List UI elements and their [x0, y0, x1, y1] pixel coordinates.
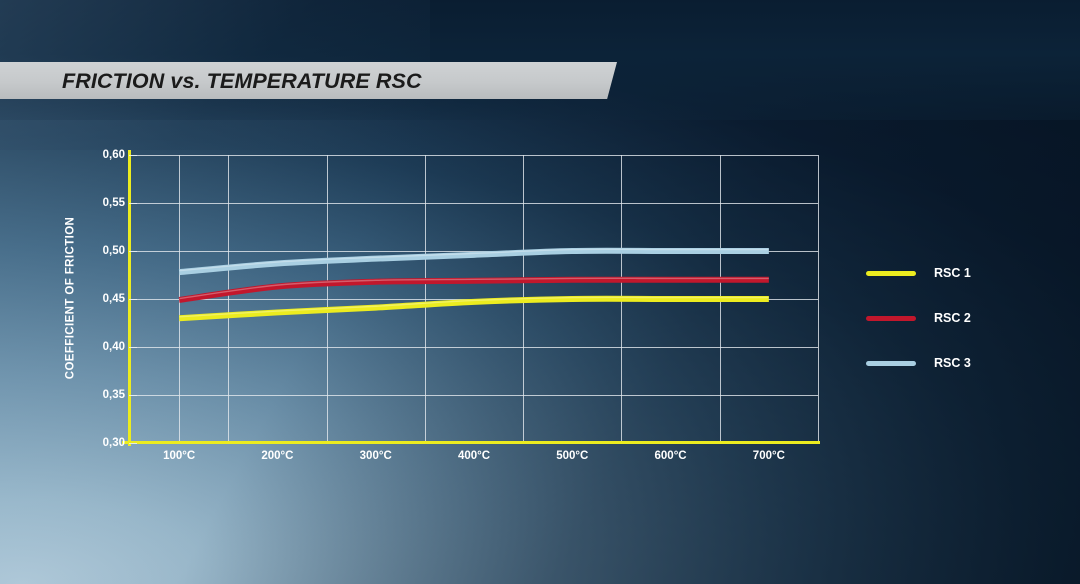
gridline-vertical	[424, 155, 426, 443]
series-rsc-1	[178, 295, 769, 322]
gridline-vertical	[818, 155, 819, 443]
y-tick-label: 0,35	[102, 389, 125, 401]
gridline-horizontal	[130, 347, 818, 348]
y-tick-label: 0,45	[102, 293, 125, 305]
y-tick-mark	[129, 299, 137, 300]
y-tick-label: 0,55	[102, 197, 125, 209]
legend-label: RSC 3	[934, 356, 971, 370]
legend-swatch	[866, 270, 916, 276]
legend-item[interactable]: RSC 2	[866, 303, 1056, 333]
y-tick-mark	[129, 203, 137, 204]
legend-item[interactable]: RSC 1	[866, 258, 1056, 288]
title-banner	[0, 62, 617, 99]
x-tick-label: 100°C	[163, 450, 196, 462]
y-axis-line	[128, 150, 131, 446]
series-rsc-3	[178, 247, 769, 276]
y-tick-mark	[129, 251, 137, 252]
legend-label: RSC 1	[934, 266, 971, 280]
gridline-horizontal	[130, 251, 818, 252]
y-tick-mark	[129, 155, 137, 156]
y-tick-label: 0,60	[102, 149, 125, 161]
series-highlight	[179, 248, 769, 272]
y-tick-mark	[129, 347, 137, 348]
series-line	[178, 247, 769, 276]
legend-item[interactable]: RSC 3	[866, 348, 1056, 378]
y-tick-label: 0,50	[102, 245, 125, 257]
y-tick-label: 0,40	[102, 341, 125, 353]
x-axis-line	[122, 441, 820, 444]
y-tick-label: 0,30	[102, 437, 125, 449]
y-tick-mark	[129, 443, 137, 444]
gridline-horizontal	[130, 155, 818, 156]
legend-swatch	[866, 360, 916, 366]
series-highlight	[179, 277, 769, 300]
x-tick-label: 600°C	[654, 450, 687, 462]
legend-label: RSC 2	[934, 311, 971, 325]
series-line	[178, 276, 769, 303]
y-tick-mark	[129, 395, 137, 396]
gridline-vertical	[228, 155, 230, 443]
series-rsc-2	[178, 276, 769, 303]
page-title: FRICTION vs. TEMPERATURE RSC	[62, 69, 422, 93]
legend-swatch	[866, 315, 916, 321]
y-axis-tick-labels: 0,60 0,55 0,50 0,45 0,40 0,35 0,30	[92, 0, 137, 584]
legend: RSC 1 RSC 2 RSC 3	[866, 258, 1056, 393]
gridline-horizontal	[130, 395, 818, 396]
x-tick-label: 500°C	[556, 450, 589, 462]
x-tick-label: 300°C	[359, 450, 392, 462]
gridline-horizontal	[130, 203, 818, 204]
x-tick-label: 700°C	[752, 450, 785, 462]
x-tick-label: 200°C	[261, 450, 294, 462]
x-tick-label: 400°C	[457, 450, 491, 462]
series-line	[178, 295, 769, 322]
gridline-vertical	[326, 155, 328, 443]
series-highlight	[179, 296, 769, 318]
